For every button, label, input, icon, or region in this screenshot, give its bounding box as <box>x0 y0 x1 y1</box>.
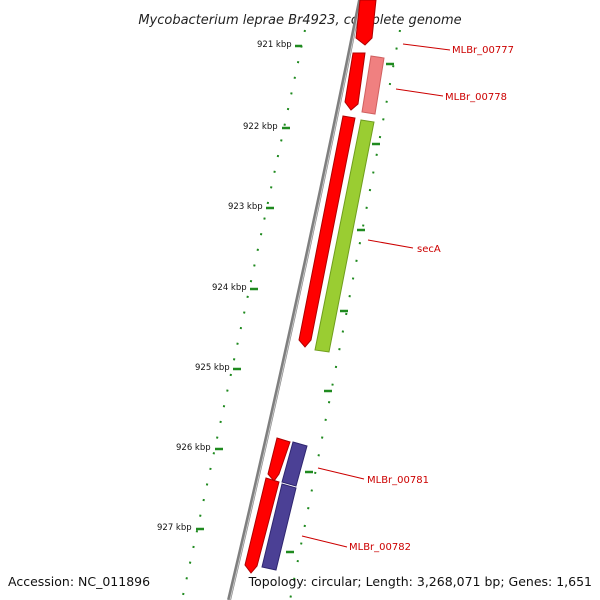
tick-label: 924 kbp <box>212 283 247 293</box>
gene-seca-red-feature[interactable] <box>298 115 356 348</box>
gene-seca-feature[interactable] <box>314 119 375 353</box>
gene-label-seca[interactable]: secA <box>417 244 441 255</box>
leader-line <box>367 239 414 249</box>
genome-backbone <box>227 0 362 600</box>
tick-label: 923 kbp <box>228 202 263 212</box>
map-title: Mycobacterium leprae Br4923, complete ge… <box>138 13 461 28</box>
outer-major-ticks <box>286 62 394 554</box>
leader-line <box>395 88 444 97</box>
leader-line <box>402 43 451 51</box>
genome-backbone-highlight <box>229 0 362 600</box>
accession-text: Accession: NC_011896 <box>8 574 150 589</box>
inner-tick-ring <box>181 29 306 600</box>
gene-mlbr-00778-red-feature[interactable] <box>344 52 366 111</box>
gene-mlbr-00781-feature[interactable] <box>281 441 308 487</box>
leader-line <box>301 535 348 548</box>
gene-label-mlbr-00778[interactable]: MLBr_00778 <box>445 92 507 103</box>
gene-mlbr-00781-red-feature[interactable] <box>267 437 291 482</box>
tick-label: 925 kbp <box>195 363 230 373</box>
tick-label: 922 kbp <box>243 122 278 132</box>
gene-mlbr-00782-red-feature[interactable] <box>244 477 280 574</box>
gene-label-mlbr-00781[interactable]: MLBr_00781 <box>367 475 429 486</box>
gene-mlbr-00782-feature[interactable] <box>261 483 297 571</box>
gene-mlbr-00778-feature[interactable] <box>361 55 385 115</box>
gene-mlbr-00777-feature[interactable] <box>355 0 377 46</box>
tick-label: 921 kbp <box>257 40 292 50</box>
tick-label: 926 kbp <box>176 443 211 453</box>
tick-label: 927 kbp <box>157 523 192 533</box>
leader-line <box>317 467 365 480</box>
gene-label-mlbr-00782[interactable]: MLBr_00782 <box>349 542 411 553</box>
gene-label-leaders <box>301 43 451 548</box>
gene-label-mlbr-00777[interactable]: MLBr_00777 <box>452 45 514 56</box>
major-ticks <box>196 44 302 531</box>
genome-summary-text: Topology: circular; Length: 3,268,071 bp… <box>248 574 592 589</box>
